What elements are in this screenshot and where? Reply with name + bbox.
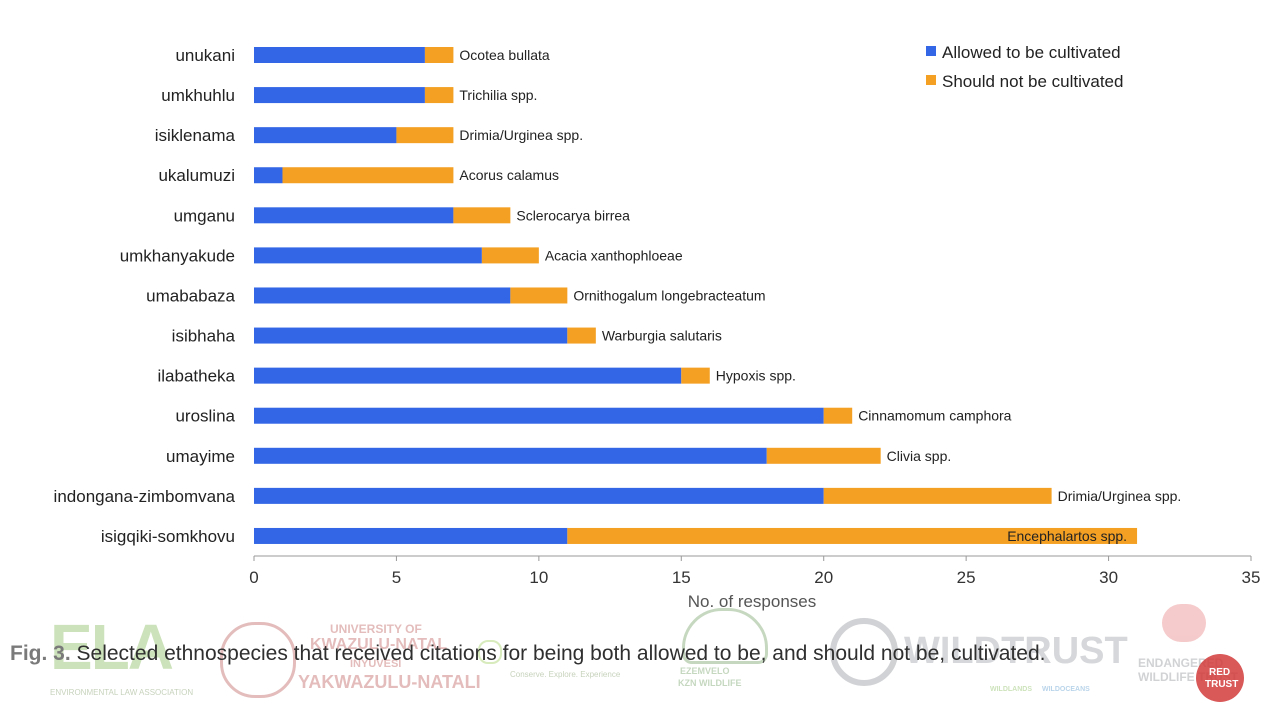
species-label: Drimia/Urginea spp. (1058, 488, 1182, 504)
bar-not-allowed-umkhanyakude (481, 247, 539, 264)
category-label: isiklenama (155, 126, 236, 145)
bar-allowed-umayime (254, 447, 767, 464)
category-label: umkhuhlu (161, 86, 235, 105)
figure-number: Fig. 3. (10, 642, 71, 665)
category-label: isibhaha (172, 327, 236, 346)
species-label: Acorus calamus (459, 167, 559, 183)
wildtrust-text: WILDTRUST (904, 630, 1128, 672)
ukzn-line3: INYUVESI (350, 658, 402, 670)
species-label: Drimia/Urginea spp. (459, 127, 583, 143)
category-label: ukalumuzi (158, 166, 235, 185)
species-label: Trichilia spp. (459, 87, 537, 103)
caption-text: Selected ethnospecies that received cita… (76, 642, 1046, 665)
species-labels: Ocotea bullata Trichilia spp. Drimia/Urgin… (459, 47, 1181, 544)
bar-allowed-umababaza (254, 287, 511, 304)
bar-allowed-ilabatheka (254, 367, 682, 384)
bar-not-allowed-umayime (766, 447, 881, 464)
ezemvelo-line1: EZEMVELO (680, 666, 730, 676)
bar-not-allowed-ilabatheka (681, 367, 710, 384)
bar-allowed-unukani (254, 47, 425, 63)
category-label: unukani (175, 46, 235, 65)
ela-logo-mark: ELA (50, 611, 174, 683)
x-ticks: 0 5 10 15 20 25 30 35 (249, 556, 1260, 587)
category-labels: unukani umkhuhlu isiklenama ukalumuzi umganu… (54, 46, 236, 546)
ukzn-line2: KWAZULU-NATAL (310, 636, 448, 653)
species-label: Clivia spp. (887, 448, 952, 464)
wildtrust-circle-icon (830, 618, 898, 686)
bar-not-allowed-unukani (424, 47, 454, 63)
species-label: Encephalartos spp. (1007, 528, 1127, 544)
category-label: umkhanyakude (120, 246, 235, 265)
bar-not-allowed-isigqiki-somkhovu (567, 527, 1138, 544)
x-tick-label: 30 (1099, 568, 1118, 587)
species-label: Ornithogalum longebracteatum (573, 287, 765, 303)
bar-not-allowed-isibhaha (567, 327, 596, 344)
species-label: Cinnamomum camphora (858, 408, 1011, 424)
legend-swatch-allowed (926, 46, 936, 56)
legend-label-not-allowed: Should not be cultivated (942, 72, 1123, 91)
bar-allowed-umkhanyakude (254, 247, 482, 264)
wildoceans-text: WILDOCEANS (1042, 686, 1090, 693)
x-tick-label: 15 (672, 568, 691, 587)
wildlands-text: WILDLANDS (990, 686, 1032, 693)
ukzn-line1: UNIVERSITY OF (330, 622, 422, 636)
conserve-text: Conserve. Explore. Experience (510, 670, 621, 679)
bar-allowed-isiklenama (254, 127, 397, 144)
bar-allowed-isibhaha (254, 327, 568, 344)
category-label: umganu (174, 206, 235, 225)
bar-allowed-umkhuhlu (254, 87, 425, 104)
ukzn-logo: UNIVERSITY OF KWAZULU-NATAL INYUVESI YAK… (220, 618, 481, 698)
bar-allowed-uroslina (254, 407, 824, 424)
category-label: umababaza (146, 286, 235, 305)
ukzn-crest-icon (220, 622, 296, 698)
category-label: ilabatheka (157, 367, 235, 386)
ewt-stamp-line1: RED (1209, 667, 1231, 678)
conserve-circle-icon (478, 640, 502, 664)
category-label: umayime (166, 447, 235, 466)
bar-not-allowed-umkhuhlu (424, 87, 454, 104)
bar-not-allowed-indongana-zimbomvana (823, 487, 1052, 504)
ukzn-line4: YAKWAZULU-NATALI (298, 672, 481, 692)
legend-label-allowed: Allowed to be cultivated (942, 43, 1121, 62)
species-label: Hypoxis spp. (716, 368, 796, 384)
species-label: Ocotea bullata (459, 47, 549, 63)
stacked-bar-chart: unukani umkhuhlu isiklenama ukalumuzi umganu… (54, 43, 1261, 611)
x-tick-label: 20 (814, 568, 833, 587)
legend: Allowed to be cultivated Should not be c… (926, 43, 1123, 91)
x-tick-label: 10 (529, 568, 548, 587)
x-axis-title: No. of responses (688, 592, 817, 611)
bar-not-allowed-umababaza (510, 287, 568, 304)
ezemvelo-logo: EZEMVELO KZN WILDLIFE (662, 608, 782, 708)
bar-not-allowed-uroslina (823, 407, 853, 424)
legend-swatch-not-allowed (926, 75, 936, 85)
ela-logo-sub: ENVIRONMENTAL LAW ASSOCIATION (50, 688, 194, 697)
bar-allowed-umganu (254, 207, 454, 224)
bar-allowed-ukalumuzi (254, 167, 283, 184)
x-tick-label: 5 (392, 568, 401, 587)
category-label: uroslina (175, 407, 235, 426)
ewt-stamp: RED TRUST (1196, 654, 1244, 702)
ezemvelo-line2: KZN WILDLIFE (678, 678, 742, 688)
x-tick-label: 35 (1242, 568, 1261, 587)
bars-group (254, 47, 1138, 544)
sponsor-logos: ELA ENVIRONMENTAL LAW ASSOCIATION UNIVER… (0, 600, 1280, 720)
paw-icon (1162, 604, 1206, 642)
x-tick-label: 25 (957, 568, 976, 587)
x-tick-label: 0 (249, 568, 258, 587)
bar-not-allowed-umganu (453, 207, 511, 224)
category-label: indongana-zimbomvana (54, 487, 236, 506)
bar-not-allowed-ukalumuzi (282, 167, 454, 184)
figure-caption: Fig. 3. Selected ethnospecies that recei… (10, 642, 1046, 666)
wildtrust-logo: WILDTRUST WILDLANDS WILDOCEANS (830, 618, 1128, 708)
category-label: isigqiki-somkhovu (101, 527, 235, 546)
species-label: Acacia xanthophloeae (545, 247, 683, 263)
ewt-stamp-line2: TRUST (1205, 679, 1239, 690)
species-label: Warburgia salutaris (602, 328, 722, 344)
species-label: Sclerocarya birrea (516, 207, 630, 223)
bar-not-allowed-isiklenama (396, 127, 454, 144)
bar-allowed-indongana-zimbomvana (254, 487, 824, 504)
bar-allowed-isigqiki-somkhovu (254, 527, 568, 544)
